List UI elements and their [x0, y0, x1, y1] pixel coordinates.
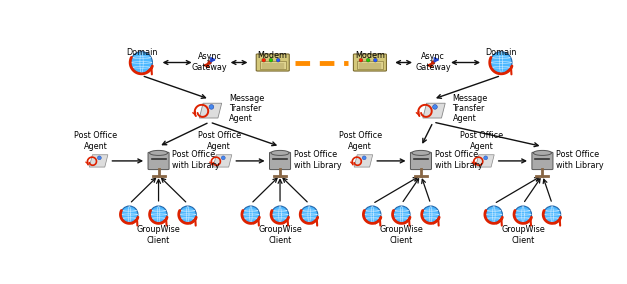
Ellipse shape: [362, 156, 366, 160]
Ellipse shape: [271, 151, 289, 155]
Ellipse shape: [221, 156, 225, 160]
Polygon shape: [89, 155, 108, 167]
Ellipse shape: [515, 206, 532, 223]
Text: GroupWise
Client: GroupWise Client: [258, 225, 302, 245]
Text: Post Office
Agent: Post Office Agent: [339, 131, 382, 151]
Text: Modem: Modem: [355, 51, 385, 60]
FancyBboxPatch shape: [148, 152, 169, 170]
Text: Message
Transfer
Agent: Message Transfer Agent: [229, 93, 264, 123]
Ellipse shape: [364, 206, 381, 223]
Text: Post Office
with Library: Post Office with Library: [293, 150, 341, 170]
Text: Post Office
Agent: Post Office Agent: [460, 131, 503, 151]
Ellipse shape: [262, 58, 266, 62]
Ellipse shape: [150, 206, 167, 223]
Text: Domain: Domain: [126, 49, 157, 57]
Ellipse shape: [209, 105, 214, 109]
Ellipse shape: [121, 206, 138, 223]
Text: Modem: Modem: [258, 51, 288, 60]
Text: Message
Transfer
Agent: Message Transfer Agent: [453, 93, 488, 123]
FancyBboxPatch shape: [260, 61, 285, 69]
Polygon shape: [354, 155, 372, 167]
Text: Domain: Domain: [485, 49, 517, 57]
Text: GroupWise
Client: GroupWise Client: [137, 225, 181, 245]
Ellipse shape: [301, 206, 318, 223]
Ellipse shape: [412, 151, 430, 155]
Ellipse shape: [130, 52, 152, 73]
Text: Post Office
Agent: Post Office Agent: [198, 131, 241, 151]
Text: Async
Gateway: Async Gateway: [192, 52, 228, 72]
Ellipse shape: [422, 206, 439, 223]
Text: Post Office
with Library: Post Office with Library: [172, 150, 220, 170]
Ellipse shape: [393, 206, 410, 223]
Ellipse shape: [269, 58, 273, 62]
Ellipse shape: [366, 58, 370, 62]
Ellipse shape: [149, 151, 167, 155]
Ellipse shape: [484, 156, 488, 160]
Ellipse shape: [208, 61, 211, 64]
Ellipse shape: [359, 58, 363, 62]
Text: Post Office
Agent: Post Office Agent: [74, 131, 117, 151]
FancyBboxPatch shape: [532, 152, 553, 170]
Ellipse shape: [179, 206, 196, 223]
FancyBboxPatch shape: [357, 61, 382, 69]
FancyBboxPatch shape: [256, 54, 289, 71]
Ellipse shape: [97, 156, 102, 160]
Ellipse shape: [431, 61, 435, 64]
Ellipse shape: [433, 105, 437, 109]
Ellipse shape: [490, 52, 512, 73]
Ellipse shape: [485, 206, 502, 223]
Polygon shape: [476, 155, 494, 167]
Polygon shape: [213, 155, 232, 167]
Text: Post Office
with Library: Post Office with Library: [435, 150, 482, 170]
Text: Post Office
with Library: Post Office with Library: [556, 150, 604, 170]
Ellipse shape: [276, 58, 280, 62]
FancyBboxPatch shape: [411, 152, 431, 170]
Ellipse shape: [373, 58, 377, 62]
Ellipse shape: [534, 151, 552, 155]
FancyBboxPatch shape: [270, 152, 290, 170]
Ellipse shape: [271, 206, 288, 223]
Text: Async
Gateway: Async Gateway: [415, 52, 451, 72]
Ellipse shape: [544, 206, 561, 223]
Ellipse shape: [243, 206, 260, 223]
Polygon shape: [199, 103, 222, 118]
Polygon shape: [423, 103, 445, 118]
Text: GroupWise
Client: GroupWise Client: [379, 225, 423, 245]
Text: GroupWise
Client: GroupWise Client: [501, 225, 545, 245]
FancyBboxPatch shape: [354, 54, 386, 71]
